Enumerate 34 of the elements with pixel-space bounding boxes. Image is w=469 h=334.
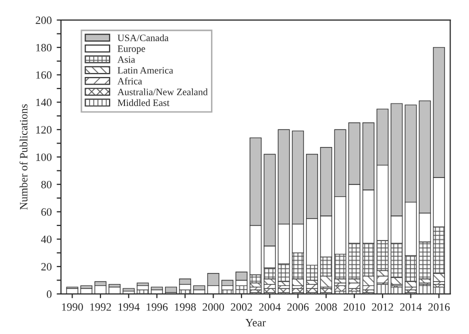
y-tick-label: 60	[41, 208, 52, 216]
y-tick-label: 120	[36, 126, 52, 134]
x-tick-label: 1998	[174, 303, 196, 311]
y-tick-label: 40	[41, 236, 52, 244]
legend-label: Latin America	[118, 67, 174, 74]
y-tick-label: 160	[36, 71, 52, 79]
y-tick-label: 100	[36, 153, 52, 161]
x-tick-label: 1992	[90, 303, 111, 311]
y-tick-label: 80	[41, 180, 52, 188]
y-tick-label: 140	[36, 98, 52, 106]
x-tick-label: 2004	[259, 303, 281, 311]
legend-label: USA/Canada	[118, 34, 169, 42]
legend-label: Australia/New Zealand	[117, 88, 208, 96]
legend-label: Africa	[117, 78, 142, 84]
x-tick-label: 2000	[202, 303, 224, 311]
y-tick-label: 180	[36, 44, 52, 52]
x-tick-label: 2016	[428, 303, 450, 311]
x-tick-label: 2006	[287, 303, 309, 311]
x-tick-label: 1990	[62, 303, 83, 311]
y-tick-label: 200	[36, 16, 52, 24]
legend-label: Europe	[118, 46, 146, 54]
legend-label: Asia	[117, 56, 136, 63]
x-tick-label: 2008	[316, 303, 337, 311]
x-tick-label: 2002	[230, 303, 252, 311]
y-tick-label: 0	[46, 290, 52, 298]
x-tick-label: 2012	[372, 303, 394, 311]
y-axis-title: Number of Publications	[20, 104, 28, 210]
x-tick-label: 2010	[344, 303, 366, 311]
x-tick-label: 1994	[118, 303, 140, 311]
x-axis-title: Year	[245, 319, 266, 326]
x-tick-label: 1996	[146, 303, 168, 311]
legend-label: Middled East	[118, 99, 170, 106]
y-tick-label: 20	[41, 263, 52, 270]
x-tick-label: 2014	[400, 303, 422, 311]
